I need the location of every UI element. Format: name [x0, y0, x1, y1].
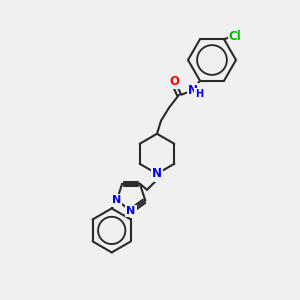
Text: N: N	[188, 84, 198, 97]
Text: N: N	[112, 195, 122, 206]
Text: N: N	[152, 167, 162, 180]
Text: N: N	[126, 206, 136, 216]
Text: H: H	[195, 89, 203, 99]
Text: Cl: Cl	[229, 30, 242, 43]
Text: O: O	[169, 75, 179, 88]
